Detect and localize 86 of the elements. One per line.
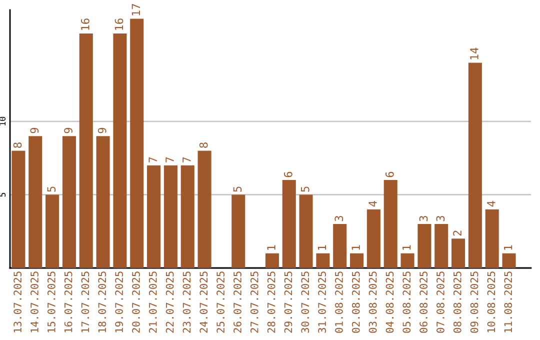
data-label: 9 xyxy=(30,128,39,134)
data-label: 3 xyxy=(419,216,428,222)
x-tick-label: 24.07.2025 xyxy=(200,272,208,333)
data-label: 6 xyxy=(385,172,394,178)
bar xyxy=(434,224,448,268)
x-tick-label: 16.07.2025 xyxy=(64,272,72,332)
bar xyxy=(46,194,60,268)
data-label: 16 xyxy=(114,18,124,30)
data-label: 6 xyxy=(284,172,292,178)
data-label: 5 xyxy=(301,186,310,192)
data-label: 2 xyxy=(453,230,462,236)
bar xyxy=(180,165,194,268)
bar xyxy=(28,136,42,268)
x-tick-label: 30.07.2025 xyxy=(301,272,310,333)
bar xyxy=(502,253,516,268)
data-label: 3 xyxy=(436,216,445,222)
x-tick-label: 10.08.2025 xyxy=(487,272,496,332)
bar xyxy=(265,253,279,268)
data-label: 9 xyxy=(98,128,106,134)
x-tick-label: 17.07.2025 xyxy=(81,272,90,332)
bar xyxy=(333,224,347,268)
data-label: 9 xyxy=(64,128,72,134)
x-tick-label: 06.08.2025 xyxy=(420,272,428,333)
bar xyxy=(130,18,144,268)
data-label: 7 xyxy=(148,157,157,162)
bar xyxy=(62,136,76,268)
bar xyxy=(79,33,93,268)
data-label: 17 xyxy=(132,4,140,16)
bar xyxy=(164,165,178,268)
bar xyxy=(232,194,246,268)
data-label: 16 xyxy=(80,18,90,30)
data-label: 7 xyxy=(166,157,174,162)
bar xyxy=(12,150,26,268)
x-tick-label: 02.08.2025 xyxy=(352,272,360,333)
data-label: 8 xyxy=(13,142,22,148)
x-tick-label: 13.07.2025 xyxy=(14,272,22,332)
data-label: 1 xyxy=(402,245,411,250)
x-tick-label: 27.07.2025 xyxy=(250,272,258,333)
bar xyxy=(451,238,466,268)
x-tick-label: 07.08.2025 xyxy=(436,272,444,333)
bar xyxy=(350,253,364,268)
bar xyxy=(198,150,212,268)
x-tick-label: 11.08.2025 xyxy=(504,272,512,332)
x-tick-label: 21.07.2025 xyxy=(148,272,157,333)
data-label: 1 xyxy=(267,245,276,250)
data-label: 8 xyxy=(199,142,208,148)
x-tick-label: 26.07.2025 xyxy=(234,272,242,333)
bar xyxy=(366,209,380,268)
data-label: 5 xyxy=(47,186,56,192)
bar xyxy=(282,180,296,268)
x-tick-label: 22.07.2025 xyxy=(166,272,174,333)
data-label: 1 xyxy=(352,245,360,250)
bar xyxy=(316,253,330,268)
x-tick-label: 04.08.2025 xyxy=(386,272,394,333)
x-tick-label: 25.07.2025 xyxy=(216,272,224,333)
x-tick-label: 01.08.2025 xyxy=(335,272,343,333)
data-label: 7 xyxy=(182,157,191,162)
bar xyxy=(299,194,313,268)
data-label: 4 xyxy=(368,201,377,207)
data-label: 3 xyxy=(334,216,344,222)
x-tick-label: 08.08.2025 xyxy=(453,272,462,333)
x-tick-label: 03.08.2025 xyxy=(368,272,377,333)
x-tick-label: 23.07.2025 xyxy=(182,272,191,333)
x-tick-label: 20.07.2025 xyxy=(132,272,140,333)
bar xyxy=(485,209,499,268)
x-tick-label: 28.07.2025 xyxy=(267,272,276,333)
bar xyxy=(147,165,161,268)
x-tick-label: 31.07.2025 xyxy=(318,272,326,333)
data-label: 1 xyxy=(318,245,326,250)
x-tick-label: 15.07.2025 xyxy=(47,272,56,332)
bar xyxy=(113,33,127,268)
data-label: 5 xyxy=(233,186,242,192)
data-label: 14 xyxy=(470,48,478,60)
x-tick-label: 09.08.2025 xyxy=(470,272,478,333)
x-tick-label: 18.07.2025 xyxy=(98,272,106,332)
x-tick-label: 19.07.2025 xyxy=(115,272,123,332)
data-label: 1 xyxy=(504,245,512,250)
data-label: 4 xyxy=(487,201,496,207)
bar xyxy=(384,180,398,268)
x-tick-label: 14.07.2025 xyxy=(30,272,38,332)
bar xyxy=(400,253,414,268)
x-tick-label: 29.07.2025 xyxy=(284,272,292,333)
bar xyxy=(418,224,432,268)
x-tick-label: 05.08.2025 xyxy=(402,272,411,333)
bar xyxy=(468,62,482,268)
bar xyxy=(96,136,110,268)
